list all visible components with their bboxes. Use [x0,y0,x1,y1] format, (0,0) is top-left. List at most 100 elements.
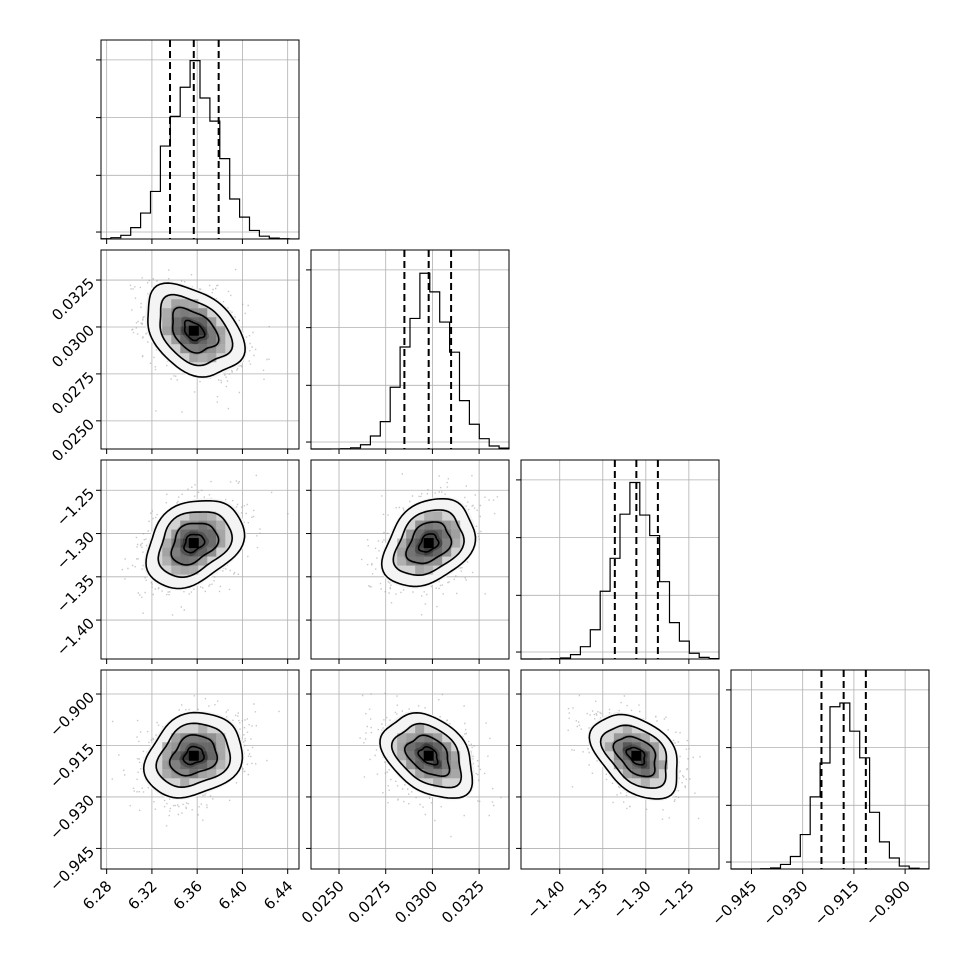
density-cell [397,538,407,548]
density-cell [406,760,416,770]
density-cell [162,751,172,761]
density-cell [189,556,199,566]
x-tick-label: 6.32 [124,877,160,913]
density-cell [424,511,434,521]
density-cell [433,520,443,530]
y-tick-label: −0.900 [46,688,98,740]
density-cell [198,751,208,761]
density-cell [162,760,172,770]
density-cell [180,529,190,539]
scatter-panel-2-3 [516,669,720,874]
density-cell [207,733,217,743]
density-cell [162,326,172,336]
density-cell [216,326,226,336]
density-cell [180,344,190,354]
density-cell [442,520,452,530]
x-tick-label: 0.0275 [345,877,395,927]
density-peak [188,325,199,336]
panel-frame [100,39,300,240]
panel-frame [100,249,300,450]
density-cell [180,556,190,566]
density-cell [397,751,407,761]
density-cell [198,547,208,557]
density-cell [424,733,434,743]
density-cell [198,742,208,752]
contour-line [612,735,657,778]
density-cell [604,742,614,752]
density-cell [433,769,443,779]
x-tick-label: 6.44 [260,877,296,913]
density-cell [613,733,623,743]
density-cell [198,733,208,743]
density-cell [198,353,208,363]
density-cell [162,556,172,566]
density-cell [198,556,208,566]
scatter-panel-1-2 [306,459,510,664]
density-cell [649,751,659,761]
density-cell [406,547,416,557]
density-cell [433,742,443,752]
panel-content [101,670,299,869]
contour-line [157,511,234,578]
density-cell [162,742,172,752]
histogram-panel-2 [516,459,720,660]
y-tick-label: −0.930 [46,791,98,843]
density-cell [613,742,623,752]
density-cell [397,547,407,557]
density-cell [415,724,425,734]
y-tick-label: −1.30 [53,528,98,573]
contour-line [417,746,439,766]
contour-line [379,711,474,799]
histogram-step-3 [730,702,930,870]
contour-line [182,745,205,766]
density-cell [442,529,452,539]
density-cell [424,760,434,770]
density-cell [451,769,461,779]
density-cell [451,529,461,539]
y-tick-label: 0.0300 [48,321,98,371]
scatter-panel-0-2 [96,459,300,664]
density-cell [640,769,650,779]
density-cell [198,335,208,345]
density-cell [622,724,632,734]
density-cell [397,556,407,566]
density-cell [613,760,623,770]
density-cell [640,733,650,743]
density-cell [216,529,226,539]
x-tick-label: −1.40 [523,877,568,922]
scatter-panel-0-1 [96,249,300,454]
density-cell [198,520,208,530]
density-cell [406,733,416,743]
density-cell [216,742,226,752]
density-cell [171,317,181,327]
density-cell [171,538,181,548]
density-cell [171,760,181,770]
density-cell [189,511,199,521]
density-cell [216,751,226,761]
contour-line [405,521,453,565]
panel-frame [100,459,300,660]
density-cell [415,520,425,530]
x-tick-label: −0.900 [862,877,914,929]
density-cell [171,769,181,779]
density-cell [442,538,452,548]
density-cell [433,751,443,761]
density-cell [451,538,461,548]
density-peak [188,538,199,549]
density-cell [216,538,226,548]
density-cell [207,760,217,770]
panel-frame [730,669,930,870]
density-cell [207,547,217,557]
density-peak [423,750,434,761]
density-cell [171,326,181,336]
x-tick-label: 6.28 [79,877,115,913]
contour-line [183,319,206,342]
density-cell [198,344,208,354]
density-cell [433,760,443,770]
density-cell [451,520,461,530]
y-tick-label: −0.915 [46,740,98,792]
density-cell [397,733,407,743]
panel-content [101,460,299,659]
density-cell [189,520,199,530]
density-cell [415,556,425,566]
